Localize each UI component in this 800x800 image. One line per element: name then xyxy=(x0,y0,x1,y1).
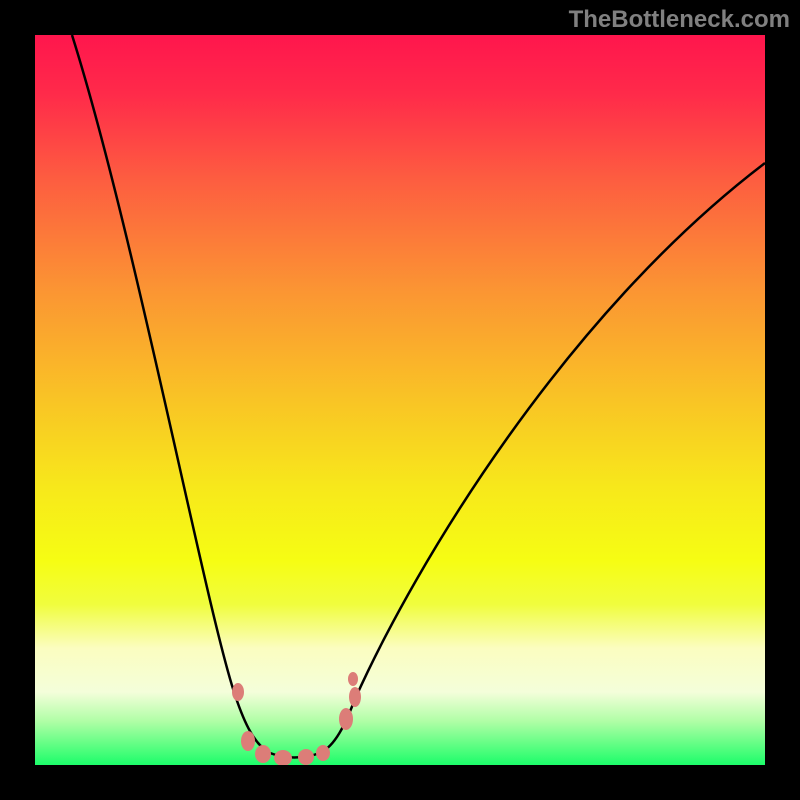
data-marker xyxy=(232,683,244,701)
data-marker xyxy=(241,731,255,751)
data-marker xyxy=(255,745,271,763)
chart-container xyxy=(35,35,765,765)
data-marker xyxy=(298,749,314,765)
data-marker xyxy=(316,745,330,761)
chart-background xyxy=(35,35,765,765)
watermark-text: TheBottleneck.com xyxy=(569,6,790,34)
bottleneck-chart xyxy=(35,35,765,765)
data-marker xyxy=(348,672,358,686)
data-marker xyxy=(339,708,353,730)
data-marker xyxy=(349,687,361,707)
